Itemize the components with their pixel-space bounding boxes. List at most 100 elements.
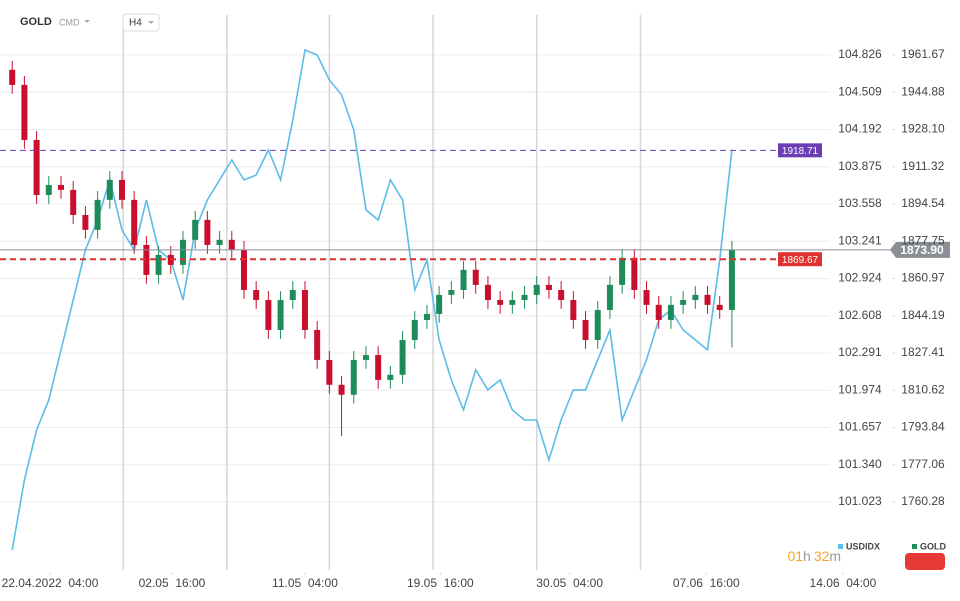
candle-body: [314, 329, 321, 360]
candle-body: [399, 339, 406, 375]
y2-tick-label: 1844.19: [901, 308, 945, 322]
candle-body: [33, 139, 40, 195]
candle-body: [643, 289, 650, 305]
axis-layer: 104.826 104.509 104.192 103.875 103.558 103.2…: [2, 47, 947, 590]
candle-body: [570, 299, 577, 320]
y2-tick-label: 1877.75: [901, 233, 945, 247]
timer-hours: 01: [787, 548, 803, 564]
market-dropdown[interactable]: [84, 20, 90, 23]
candle-body: [289, 289, 296, 300]
timer: 01h 32m: [768, 548, 853, 564]
candle-body: [45, 184, 52, 195]
candle-body: [631, 257, 638, 290]
y-tick-label: 103.875: [838, 159, 882, 173]
y-tick-label: 102.924: [838, 271, 882, 285]
usdidx-line: [11, 48, 733, 551]
candle-body: [57, 184, 64, 190]
candle-body: [423, 313, 430, 320]
series-layer: [9, 48, 735, 551]
y2-tick-label: 1911.32: [902, 159, 945, 173]
candle-body: [436, 294, 443, 314]
y-tick-label: 102.608: [838, 308, 882, 322]
candle-body: [106, 179, 113, 200]
y-tick-label: 101.657: [838, 420, 882, 434]
candle-body: [192, 219, 199, 240]
candle-body: [179, 239, 186, 265]
x-tick-label: 19.05 16:00: [407, 576, 474, 590]
candle-body: [326, 359, 333, 385]
timeframe: H4: [129, 18, 142, 29]
candle-body: [509, 299, 516, 305]
candle-body: [350, 359, 357, 395]
legend-swatch: [838, 544, 843, 549]
candle-body: [655, 304, 662, 320]
gold-badge[interactable]: [905, 553, 945, 570]
candle-body: [216, 239, 223, 245]
candle-body: [472, 269, 479, 285]
candle-body: [301, 289, 308, 330]
y-tick-label: 101.974: [838, 382, 882, 396]
legend-swatch: [912, 544, 917, 549]
y2-tick-label: 1961.67: [901, 47, 945, 61]
candle-body: [94, 199, 101, 230]
candle-body: [253, 289, 260, 300]
candle-body: [533, 284, 540, 295]
y2-tick-label: 1860.97: [901, 271, 945, 285]
candle-body: [277, 299, 284, 330]
candle-body: [619, 257, 626, 285]
candle-body: [375, 355, 382, 380]
candle-body: [9, 69, 16, 85]
candle-body: [143, 244, 150, 275]
candle-body: [448, 289, 455, 295]
price-lines-layer: 1918.71 1869.67 1873.90: [0, 143, 950, 267]
current-price-label: 1873.90: [900, 243, 944, 257]
market: CMD: [59, 17, 80, 27]
x-tick-label: 30.05 04:00: [536, 576, 603, 590]
legend-label: GOLD: [920, 541, 946, 551]
timeframe-dropdown: [148, 21, 154, 24]
legend-label: USDIDX: [846, 541, 880, 551]
timeframe-box[interactable]: [122, 13, 160, 32]
candle-body: [155, 254, 162, 275]
timer-h: h: [803, 548, 811, 564]
candle-body: [240, 249, 247, 290]
y-tick-label: 104.509: [838, 84, 882, 98]
candle-body: [411, 319, 418, 340]
candle-body: [728, 249, 735, 310]
candle-body: [497, 299, 504, 305]
candle-body: [594, 309, 601, 340]
y-tick-label: 103.558: [838, 196, 882, 210]
candle-body: [228, 239, 235, 250]
x-tick-label: 02.05 16:00: [139, 576, 206, 590]
candle-body: [265, 299, 272, 330]
x-tick-label: 22.04.2022 04:00: [2, 576, 99, 590]
candle-body: [606, 284, 613, 310]
y-tick-label: 104.826: [838, 47, 882, 61]
candle-body: [338, 384, 345, 395]
y2-tick-label: 1760.28: [901, 494, 945, 508]
price-line-label: 1918.71: [782, 146, 819, 157]
timer-m: m: [829, 548, 841, 564]
candle-body: [118, 179, 125, 200]
candle-body: [460, 269, 467, 290]
x-tick-label: 14.06 04:00: [810, 576, 877, 590]
candle-body: [582, 319, 589, 340]
y2-tick-label: 1894.54: [901, 196, 945, 210]
price-line-label: 1869.67: [782, 255, 819, 266]
candle-body: [521, 294, 528, 300]
candle-body: [362, 355, 369, 360]
y-tick-label: 101.023: [838, 494, 882, 508]
candle-body: [558, 289, 565, 300]
y2-tick-label: 1793.84: [901, 420, 945, 434]
y-tick-label: 102.291: [838, 345, 882, 359]
price-line-box: [778, 252, 822, 267]
x-tick-label: 07.06 16:00: [673, 576, 740, 590]
candle-body: [204, 219, 211, 245]
y-tick-label: 103.241: [838, 233, 882, 247]
candle-body: [131, 199, 138, 245]
y-tick-label: 104.192: [838, 122, 882, 136]
price-line-box: [778, 143, 822, 158]
candle-body: [704, 294, 711, 305]
